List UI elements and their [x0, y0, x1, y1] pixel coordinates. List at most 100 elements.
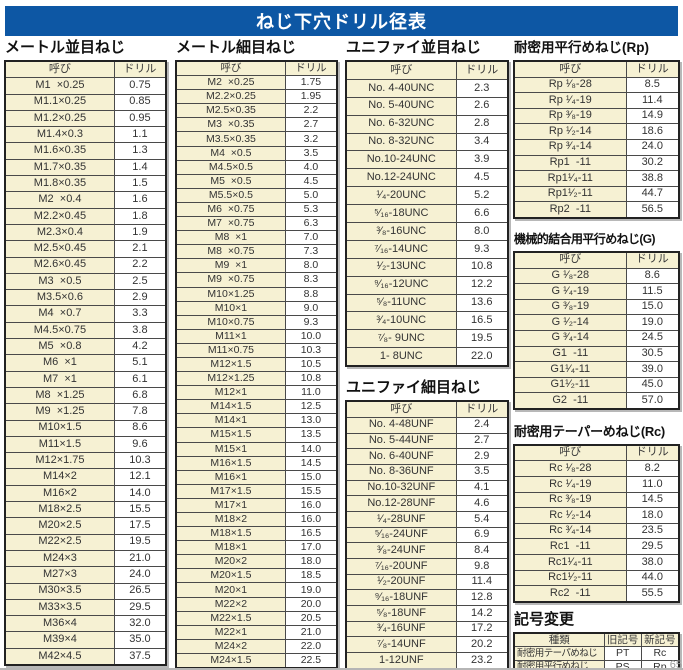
thread-name-cell: Rc ³⁄₄-14: [513, 522, 627, 540]
drill-value-cell: 19.0: [284, 582, 338, 598]
column-header: 呼び: [513, 60, 627, 78]
thread-name-cell: G ³⁄₈-19: [513, 298, 627, 316]
drill-value-cell: 14.0: [113, 484, 167, 503]
g-table: 呼び ドリル G ¹⁄₈-28 8.6 G ¹⁄₄-19 11.5 G ³⁄₈-19 15.0…: [513, 250, 680, 410]
drill-value-cell: 3.4: [455, 132, 509, 152]
drill-value-cell: 0.75: [113, 77, 167, 95]
drill-value-cell: 8.0: [455, 222, 509, 241]
drill-value-cell: 5.3: [284, 201, 338, 218]
drill-value-cell: 1.3: [113, 142, 167, 160]
thread-name-cell: M6 ×1: [4, 354, 115, 372]
thread-name-cell: Rc1¹⁄₂-11: [513, 569, 627, 587]
table-row: Rp ¹⁄₂-14 18.6: [513, 123, 680, 140]
thread-name-cell: M1.6×0.35: [4, 142, 115, 160]
thread-name-cell: M10×1: [175, 300, 286, 316]
table-row: M1.4×0.3 1.1: [4, 126, 167, 144]
table-row: M1.8×0.35 1.5: [4, 175, 167, 193]
thread-name-cell: M12×1: [175, 385, 286, 401]
table-row: Rc1 -11 29.5: [513, 538, 680, 556]
thread-name-cell: ³⁄₄-16UNF: [345, 620, 457, 638]
thread-name-cell: M4 ×0.7: [4, 305, 115, 323]
drill-value-cell: 20.0: [284, 596, 338, 612]
header-row: 呼び ドリル: [4, 60, 167, 79]
table-row: M12×1.5 10.5: [175, 356, 338, 373]
drill-value-cell: 11.5: [625, 283, 680, 300]
thread-name-cell: M2.2×0.45: [4, 207, 115, 225]
drill-value-cell: 30.2: [625, 154, 680, 172]
thread-name-cell: Rc ¹⁄₈-28: [513, 460, 627, 478]
thread-name-cell: M2 ×0.4: [4, 191, 115, 209]
thread-name-cell: M12×1.75: [4, 452, 115, 470]
drill-value-cell: 45.0: [625, 376, 680, 394]
table-row: M30×3.5 26.5: [4, 582, 167, 600]
column-header: 呼び: [513, 251, 627, 269]
thread-name-cell: G1¹⁄₄-11: [513, 361, 627, 378]
table-row: ⁷⁄₈-14UNF 20.2: [345, 636, 509, 654]
table-row: G ³⁄₄-14 24.5: [513, 329, 680, 347]
drill-value-cell: 11.4: [455, 573, 509, 591]
thread-name-cell: M4 ×0.5: [175, 145, 286, 161]
table-row: M1.2×0.25 0.95: [4, 109, 167, 128]
thread-name-cell: No. 8-32UNC: [345, 132, 457, 152]
thread-name-cell: M6 ×0.75: [175, 201, 286, 218]
column-header: ドリル: [284, 60, 338, 77]
table-row: M22×2.5 19.5: [4, 533, 167, 551]
thread-name-cell: M30×3.5: [4, 582, 115, 600]
table-row: ¹⁄₄-20UNC 5.2: [345, 186, 509, 206]
thread-name-cell: M11×1: [175, 328, 286, 344]
column-header: 呼び: [513, 444, 627, 462]
thread-name-cell: No. 6-32UNC: [345, 114, 457, 134]
thread-name-cell: M16×1: [175, 469, 286, 485]
thread-name-cell: M15×1: [175, 441, 286, 457]
drill-value-cell: 22.0: [455, 347, 509, 367]
table-row: G1¹⁄₄-11 39.0: [513, 361, 680, 378]
thread-name-cell: ⁵⁄₁₆-24UNF: [345, 526, 457, 544]
drill-value-cell: 18.6: [625, 123, 680, 140]
drill-value-cell: 3.8: [113, 321, 167, 340]
thread-name-cell: M16×1.5: [175, 455, 286, 471]
drill-value-cell: 10.8: [455, 257, 509, 277]
thread-name-cell: M4.5×0.5: [175, 159, 286, 175]
table-row: 1-12UNF 23.2: [345, 652, 509, 668]
table-row: M24×3 21.0: [4, 549, 167, 568]
drill-value-cell: 12.8: [455, 589, 509, 607]
thread-name-cell: G ¹⁄₈-28: [513, 267, 627, 285]
drill-value-cell: 2.7: [284, 117, 338, 133]
table-row: M3.5×0.6 2.9: [4, 289, 167, 307]
table-row: M4.5×0.75 3.8: [4, 321, 167, 340]
drill-value-cell: 23.2: [455, 652, 509, 668]
thread-name-cell: M18×1: [175, 540, 286, 556]
table-row: ¹⁄₂-20UNF 11.4: [345, 573, 509, 591]
thread-name-cell: M1.1×0.25: [4, 93, 115, 111]
drill-value-cell: 20.2: [455, 636, 509, 654]
drill-value-cell: 9.0: [284, 300, 338, 316]
drill-value-cell: 10.8: [284, 371, 338, 387]
column-metric-coarse: メートル並目ねじ 呼び ドリル M1 ×0.25 0.75 M1.1×0.25 0.85 M…: [4, 39, 167, 666]
drill-value-cell: 8.8: [284, 286, 338, 302]
drill-value-cell: 2.3: [455, 78, 509, 98]
drill-value-cell: 21.0: [284, 624, 338, 640]
column-header: ドリル: [455, 60, 509, 80]
thread-name-cell: M24×3: [4, 549, 115, 568]
drill-value-cell: 5.1: [113, 354, 167, 372]
table-row: Rp1¹⁄₂-11 44.7: [513, 185, 680, 203]
thread-name-cell: M22×1: [175, 624, 286, 640]
table-row: M14×2 12.1: [4, 468, 167, 486]
drill-value-cell: 14.5: [625, 491, 680, 509]
thread-name-cell: M12×1.25: [175, 371, 286, 387]
table-row: G ¹⁄₈-28 8.6: [513, 267, 680, 285]
drill-value-cell: 10.3: [113, 452, 167, 470]
drill-value-cell: 2.8: [455, 114, 509, 134]
drill-value-cell: 16.5: [284, 526, 338, 542]
thread-name-cell: ³⁄₄-10UNC: [345, 311, 457, 331]
thread-name-cell: No. 5-40UNC: [345, 96, 457, 116]
drill-value-cell: 44.7: [625, 185, 680, 203]
drill-value-cell: 23.5: [625, 522, 680, 540]
table-row: No.10-32UNF 4.1: [345, 479, 509, 497]
thread-name-cell: M9 ×1.25: [4, 403, 115, 421]
thread-name-cell: M2.3×0.4: [4, 223, 115, 242]
thread-name-cell: M16×2: [4, 484, 115, 503]
drill-value-cell: 11.0: [625, 476, 680, 493]
thread-name-cell: G ¹⁄₄-19: [513, 283, 627, 300]
thread-name-cell: Rp ³⁄₈-19: [513, 107, 627, 125]
